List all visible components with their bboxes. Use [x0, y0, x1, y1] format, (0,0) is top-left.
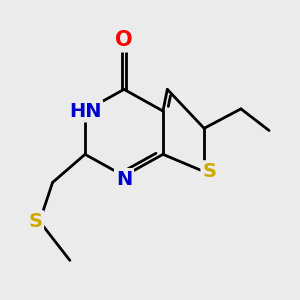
Text: S: S: [28, 212, 42, 231]
Text: O: O: [115, 30, 133, 50]
Text: HN: HN: [69, 101, 101, 121]
Text: N: N: [116, 170, 132, 189]
Text: S: S: [202, 162, 216, 181]
